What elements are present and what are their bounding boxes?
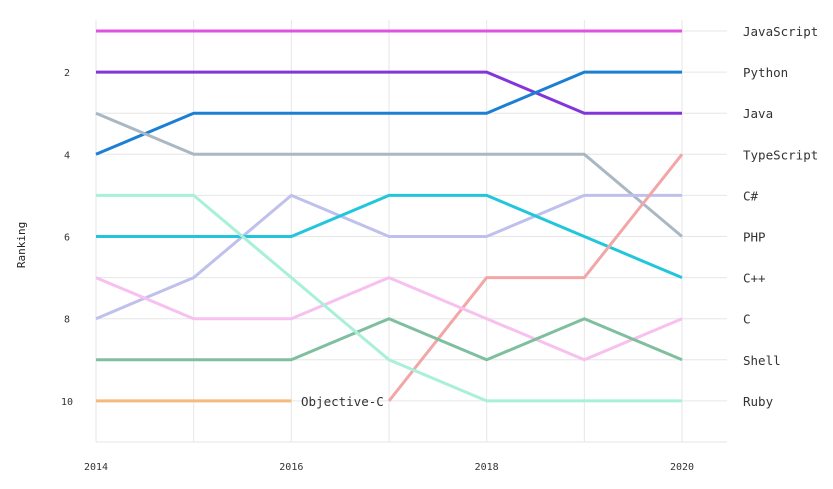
y-tick-label: 8 — [64, 315, 70, 326]
series-line-c — [95, 276, 683, 362]
series-line-csharp — [95, 193, 682, 321]
language-label-python: Python — [743, 65, 788, 80]
series-line-shell — [96, 317, 683, 362]
language-label-ruby: Ruby — [743, 394, 774, 409]
y-tick-label: 2 — [64, 68, 70, 79]
y-tick-label: 4 — [64, 150, 70, 161]
objective-c-label: Objective-C — [301, 394, 384, 409]
language-label-php: PHP — [743, 230, 766, 245]
y-tick-label: 10 — [61, 397, 73, 408]
grid — [95, 20, 727, 443]
language-label-csharp: C# — [743, 188, 759, 203]
series-line-python — [96, 70, 682, 115]
language-label-java: Java — [743, 106, 773, 121]
x-tick-label: 2020 — [670, 462, 694, 473]
x-tick-label: 2014 — [84, 462, 108, 473]
language-labels: JavaScript Python Java TypeScript C# PHP C++ C S… — [743, 24, 818, 409]
language-label-typescript: TypeScript — [743, 147, 818, 162]
y-axis-title: Ranking — [15, 222, 28, 268]
x-tick-label: 2018 — [475, 462, 499, 473]
series-line-typescript — [95, 111, 683, 238]
series-line-java — [95, 70, 682, 156]
language-label-c: C — [743, 312, 751, 327]
series-line-php — [96, 193, 683, 279]
tick-labels: 2 4 6 8 10 2014 2016 2018 2020 — [61, 68, 694, 473]
language-label-cplusplus: C++ — [743, 271, 766, 286]
language-label-shell: Shell — [743, 353, 781, 368]
series-line-ruby — [96, 193, 682, 403]
language-label-javascript: JavaScript — [743, 24, 818, 39]
series-lines — [95, 29, 684, 403]
x-tick-label: 2016 — [279, 462, 303, 473]
y-tick-label: 6 — [64, 233, 70, 244]
